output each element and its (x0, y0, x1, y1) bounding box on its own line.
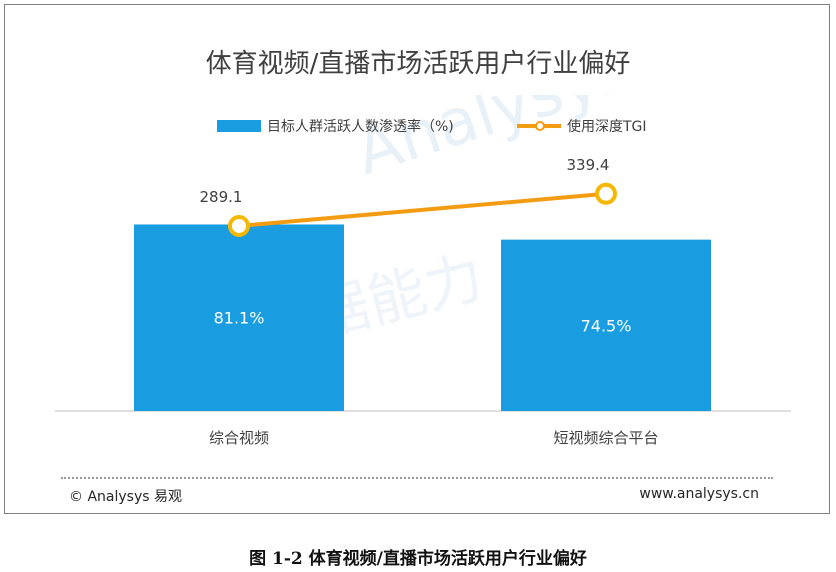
footer-divider (61, 477, 773, 479)
x-tick-label-1: 短视频综合平台 (553, 429, 658, 447)
bar-label-1: 74.5% (581, 316, 632, 335)
tgi-label-1: 339.4 (567, 156, 610, 174)
tgi-line (238, 191, 607, 228)
tgi-label-0: 289.1 (200, 188, 243, 206)
footer-copyright: © Analysys 易观 (69, 489, 182, 505)
legend-line-marker (535, 121, 545, 131)
footer-website: www.analysys.cn (639, 486, 759, 502)
x-tick-label-0: 综合视频 (209, 429, 269, 447)
bar-label-0: 81.1% (214, 309, 265, 328)
tgi-point-1 (595, 182, 617, 205)
bar-0 (134, 224, 344, 411)
legend-bar-label: 目标人群活跃人数渗透率（%) (267, 119, 454, 135)
chart-frame: Analysys 易观 让数据能力 体育视频/直播市场活跃用户行业偏好 目标人群… (4, 4, 830, 514)
legend-line-label: 使用深度TGI (567, 119, 647, 135)
figure-caption: 图 1-2 体育视频/直播市场活跃用户行业偏好 (249, 549, 587, 569)
bar-1 (501, 239, 711, 411)
chart-title: 体育视频/直播市场活跃用户行业偏好 (205, 49, 631, 79)
chart-plot: 81.1% 综合视频 74.5% 短视频综合平台 289.1 339.4 (55, 156, 791, 447)
legend-bar-swatch (217, 120, 261, 132)
tgi-point-0 (228, 214, 250, 237)
